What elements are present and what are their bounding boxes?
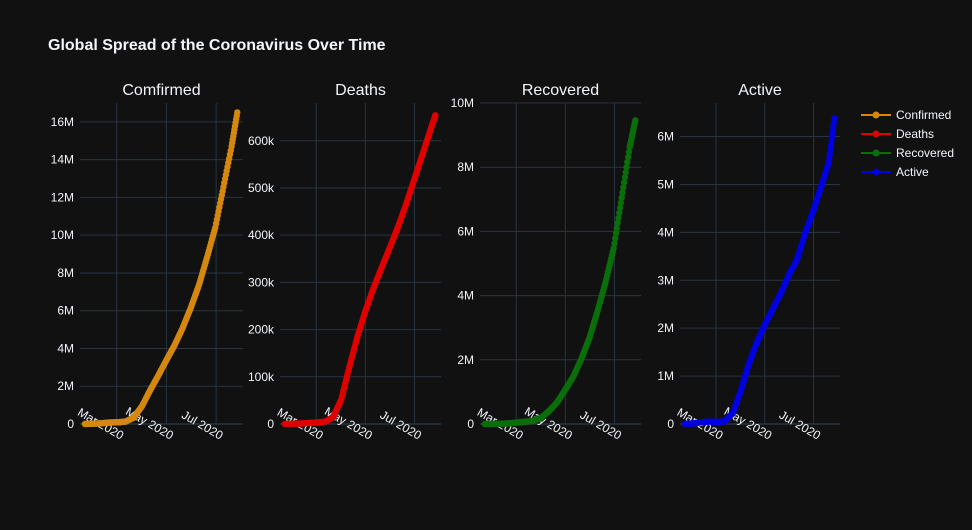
data-point[interactable] [616,204,624,212]
data-point[interactable] [621,174,629,181]
y-tick-label: 2M [457,353,474,367]
y-tick-label: 1M [657,369,674,383]
legend-label: Deaths [896,127,934,141]
data-point[interactable] [615,214,622,222]
data-point[interactable] [234,109,241,116]
y-tick-label: 6M [657,130,674,144]
y-tick-label: 4M [657,225,674,239]
y-tick-label: 2M [657,321,674,335]
data-point[interactable] [612,235,619,242]
data-point[interactable] [618,194,625,201]
chart-title: Global Spread of the Coronavirus Over Ti… [48,37,386,54]
data-point[interactable] [622,169,629,176]
legend-label: Recovered [896,146,954,160]
legend-label: Confirmed [896,108,951,122]
y-tick-label: 600k [248,134,275,148]
legend-marker-swatch [872,168,880,176]
data-point[interactable] [623,164,630,171]
legend-item-deaths[interactable]: Deaths [861,127,934,141]
data-point[interactable] [831,115,838,122]
data-point[interactable] [620,184,627,191]
subplot-title: Active [738,82,782,99]
y-tick-label: 0 [467,417,474,431]
data-point[interactable] [612,229,620,237]
y-tick-label: 14M [51,153,74,167]
data-point[interactable] [624,153,632,161]
data-point[interactable] [614,219,621,227]
y-tick-label: 0 [667,417,674,431]
data-point[interactable] [617,199,625,206]
y-tick-label: 2M [57,379,74,393]
legend-label: Active [896,165,929,179]
y-tick-label: 6M [57,304,74,318]
legend-marker-swatch [872,111,880,119]
y-tick-label: 100k [248,370,275,384]
y-tick-label: 4M [57,341,74,355]
y-tick-label: 10M [451,96,474,110]
y-tick-label: 10M [51,228,74,242]
y-tick-label: 0 [267,417,274,431]
legend-item-confirmed[interactable]: Confirmed [861,108,951,122]
y-tick-label: 3M [657,273,674,287]
data-point[interactable] [432,112,439,119]
legend-item-recovered[interactable]: Recovered [861,146,954,160]
data-point[interactable] [632,117,639,124]
y-tick-label: 0 [67,417,74,431]
data-point[interactable] [610,245,617,252]
legend-item-active[interactable]: Active [861,165,929,179]
data-point[interactable] [616,209,623,217]
legend-marker-swatch [872,149,880,157]
data-point[interactable] [625,148,633,156]
data-point[interactable] [619,189,626,196]
legend-marker-swatch [872,130,880,138]
y-tick-label: 4M [457,289,474,303]
data-point[interactable] [613,224,621,232]
y-tick-label: 200k [248,323,275,337]
y-tick-label: 12M [51,190,74,204]
data-point[interactable] [624,158,631,166]
y-tick-label: 300k [248,275,275,289]
subplot-title: Recovered [522,82,599,99]
data-point[interactable] [611,240,618,247]
y-tick-label: 5M [657,177,674,191]
subplot-title: Comfirmed [122,82,200,99]
y-tick-label: 400k [248,228,275,242]
data-point[interactable] [620,179,628,186]
y-tick-label: 8M [457,160,474,174]
y-tick-label: 8M [57,266,74,280]
subplot-title: Deaths [335,82,386,99]
y-tick-label: 6M [457,224,474,238]
y-tick-label: 16M [51,115,74,129]
y-tick-label: 500k [248,181,275,195]
legend[interactable]: Confirmed Deaths Recovered Active [861,108,954,179]
